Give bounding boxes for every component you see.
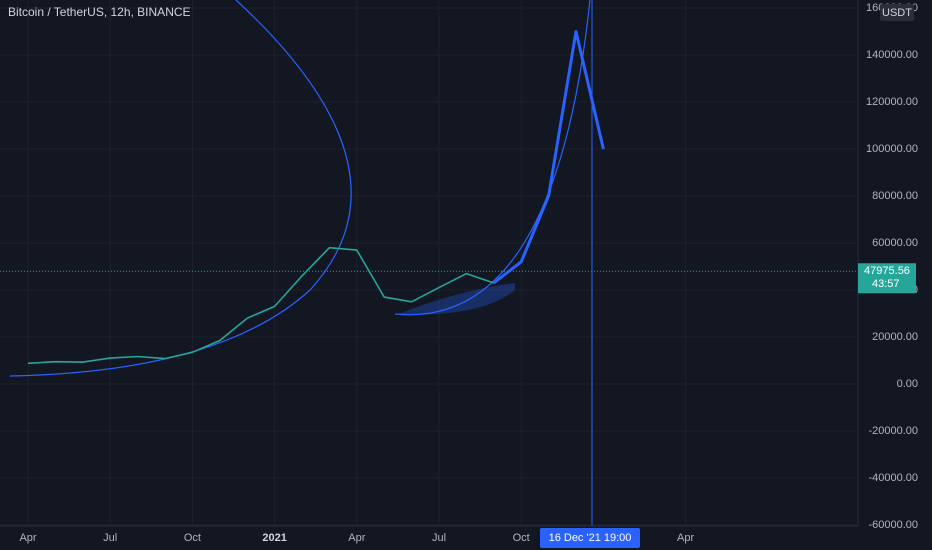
y-tick-label: 120000.00	[866, 96, 918, 108]
symbol-title: Bitcoin / TetherUS, 12h, BINANCE	[8, 5, 191, 19]
x-tick-label: Oct	[184, 532, 201, 544]
x-tick-label: Jul	[103, 532, 117, 544]
y-tick-label: 0.00	[897, 378, 918, 390]
x-tick-label: Jul	[432, 532, 446, 544]
y-tick-label: -40000.00	[868, 472, 918, 484]
y-tick-label: 140000.00	[866, 49, 918, 61]
y-tick-label: 60000.00	[872, 237, 918, 249]
last-price-badge	[858, 263, 916, 294]
price-line	[492, 30, 605, 285]
series-layer	[0, 30, 858, 365]
x-tick-label: Apr	[677, 532, 694, 544]
last-price: 47975.56	[864, 265, 910, 277]
price-line	[27, 246, 495, 365]
crosshair-label-bg	[540, 528, 640, 548]
grid	[0, 0, 858, 526]
x-tick-label: Oct	[513, 532, 530, 544]
x-tick-label: 2021	[262, 532, 286, 544]
drawing-curve	[394, 0, 591, 316]
drawing-curve	[9, 0, 352, 377]
y-tick-label: 20000.00	[872, 331, 918, 343]
currency-badge	[880, 4, 914, 21]
y-tick-label: 80000.00	[872, 190, 918, 202]
crosshair-label: 16 Dec '21 19:00	[549, 532, 632, 544]
y-tick-label: -20000.00	[868, 425, 918, 437]
x-tick-label: Apr	[19, 532, 36, 544]
y-tick-label: -60000.00	[868, 519, 918, 531]
drawing-area	[398, 283, 515, 315]
currency: USDT	[882, 7, 912, 19]
countdown: 43:57	[872, 278, 900, 290]
x-tick-label: Apr	[348, 532, 365, 544]
y-tick-label: 100000.00	[866, 143, 918, 155]
